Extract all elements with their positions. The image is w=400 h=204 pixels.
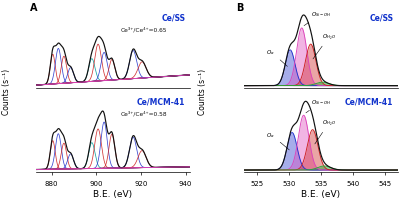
Text: Ce³⁺/Ce⁴⁺=0.58: Ce³⁺/Ce⁴⁺=0.58 — [121, 111, 167, 116]
Text: $O_{Si-OH}$: $O_{Si-OH}$ — [306, 98, 332, 113]
Text: Ce/SS: Ce/SS — [369, 13, 393, 22]
Text: Ce³⁺/Ce⁴⁺=0.65: Ce³⁺/Ce⁴⁺=0.65 — [121, 27, 167, 32]
Text: A: A — [30, 3, 37, 13]
Text: Ce/SS: Ce/SS — [162, 13, 186, 22]
Text: $O_{H_2O}$: $O_{H_2O}$ — [313, 32, 336, 60]
Text: $O_{Si-OH}$: $O_{Si-OH}$ — [304, 10, 332, 27]
X-axis label: B.E. (eV): B.E. (eV) — [302, 189, 340, 198]
Text: B: B — [236, 3, 244, 13]
Text: Ce/MCM-41: Ce/MCM-41 — [137, 97, 186, 106]
X-axis label: B.E. (eV): B.E. (eV) — [94, 189, 132, 198]
Text: Ce/MCM-41: Ce/MCM-41 — [345, 97, 393, 106]
Text: Counts (s⁻¹): Counts (s⁻¹) — [198, 69, 207, 115]
Text: $O_{\alpha}$: $O_{\alpha}$ — [266, 48, 288, 67]
Text: $O_{\alpha}$: $O_{\alpha}$ — [266, 130, 289, 150]
Text: Counts (s⁻¹): Counts (s⁻¹) — [2, 69, 11, 115]
Text: $O_{H_2O}$: $O_{H_2O}$ — [315, 118, 336, 144]
